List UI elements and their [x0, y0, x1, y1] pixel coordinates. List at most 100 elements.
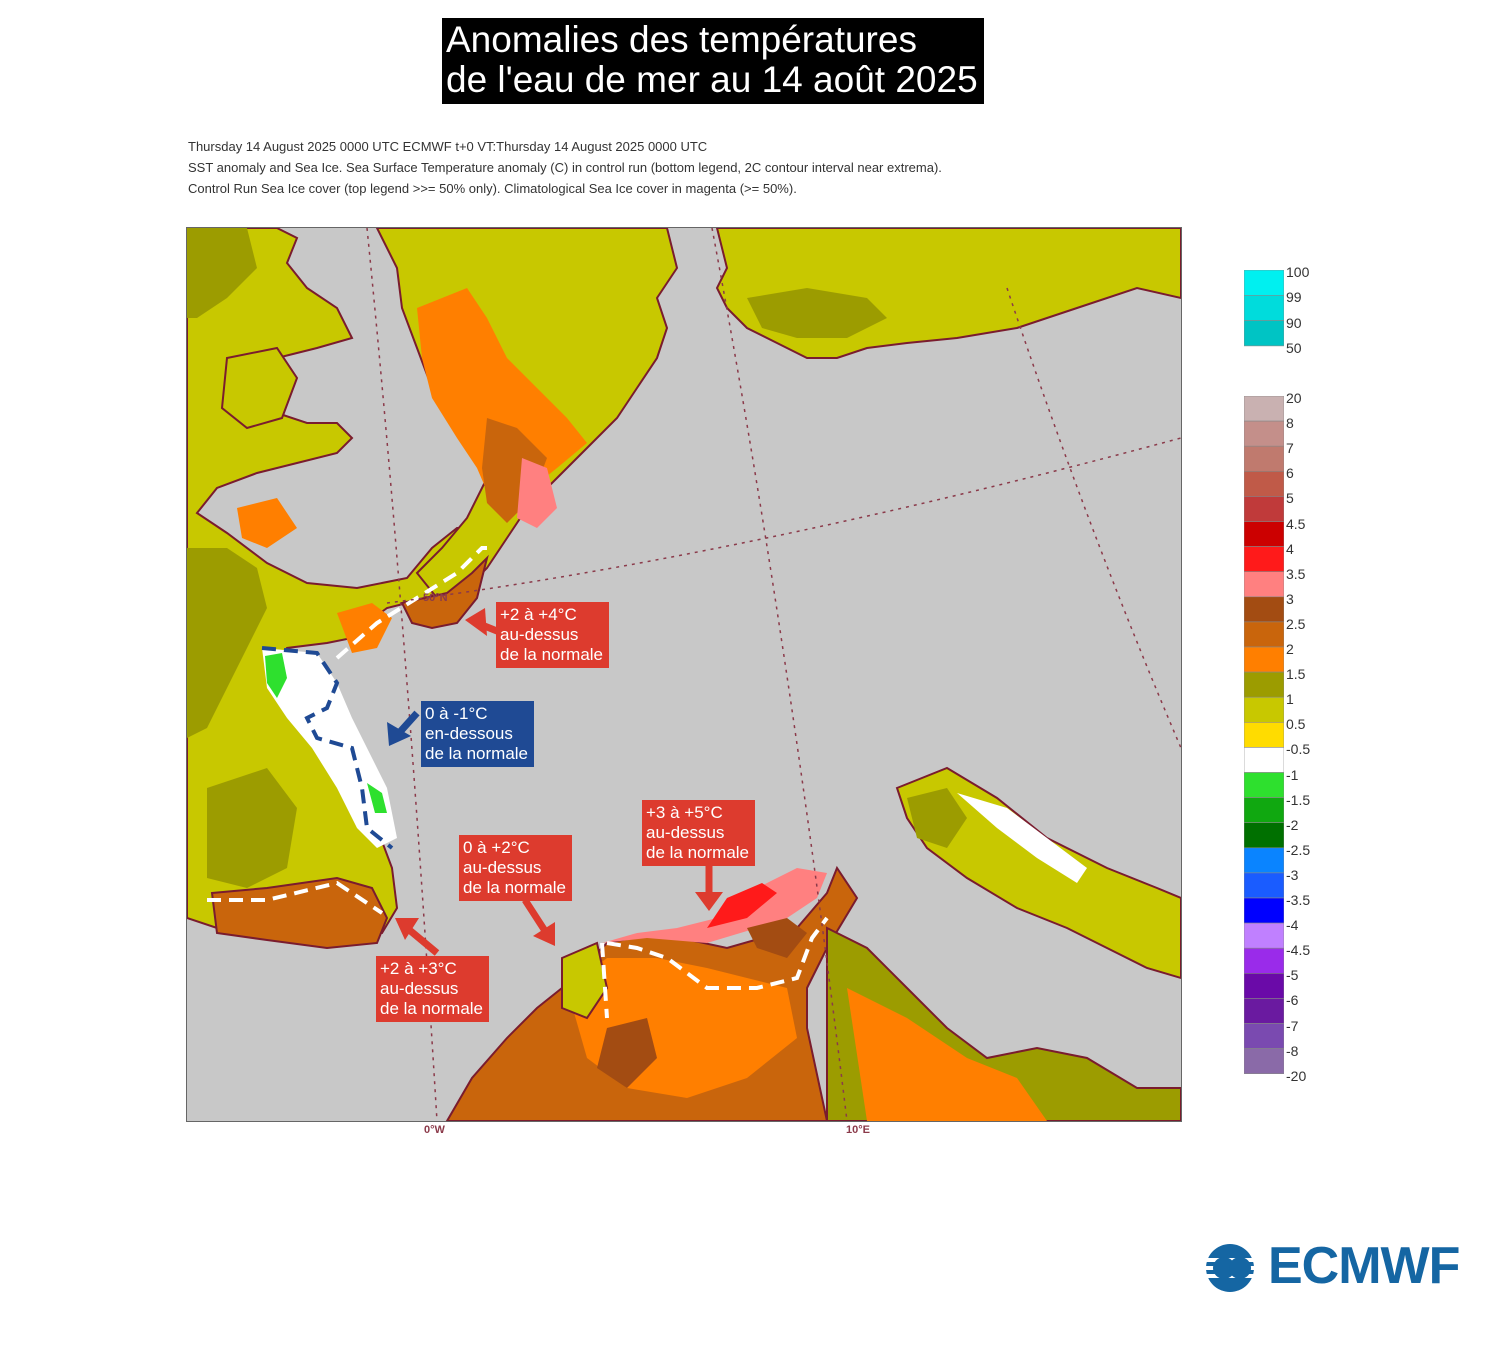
annotation-line: +2 à +3°C [380, 959, 457, 978]
sst-legend [1244, 396, 1284, 1074]
legend-tick-label: 7 [1286, 440, 1294, 457]
legend-tick-label: -6 [1286, 992, 1299, 1009]
annotation-med-west: 0 à +2°C au-dessus de la normale [459, 835, 573, 901]
legend-tick-label: 2.5 [1286, 615, 1306, 632]
legend-swatch [1244, 521, 1284, 547]
legend-tick-label: 100 [1286, 264, 1310, 280]
annotation-line: 0 à +2°C [463, 838, 530, 857]
sea-tyrrhenian-warm [847, 988, 1047, 1121]
legend-swatch [1244, 445, 1284, 472]
graticule-lon-0 [366, 228, 438, 1121]
annotation-line: de la normale [646, 843, 750, 862]
annotation-line: au-dessus [646, 823, 725, 842]
legend-swatch [1244, 396, 1284, 422]
graticule-lon-20 [1006, 287, 1181, 749]
sea-biscay-cool-1 [265, 653, 287, 698]
sea-irish [220, 346, 299, 430]
legend-tick-label: -2.5 [1286, 841, 1311, 858]
annotation-line: au-dessus [463, 858, 542, 877]
legend-tick-label: 3.5 [1286, 565, 1306, 582]
legend-tick-label: -4 [1286, 917, 1299, 934]
arrow-med-west [522, 898, 555, 946]
legend-swatch [1244, 1048, 1284, 1074]
legend-tick-label: -4.5 [1286, 942, 1311, 959]
annotation-cantabrian: +2 à +3°C au-dessus de la normale [376, 956, 490, 1022]
legend-swatch [1244, 747, 1284, 773]
contour-channel [335, 546, 487, 660]
sea-adriatic-warm [907, 788, 967, 848]
legend-swatch [1244, 294, 1284, 321]
contour-med [606, 916, 829, 990]
legend-swatch [1244, 571, 1284, 598]
sea-gulf-lion-hot [707, 883, 777, 928]
sea-balearic [561, 941, 609, 1020]
sea-warm-2 [337, 603, 392, 653]
annotation-line: de la normale [380, 999, 484, 1018]
legend-swatch [1244, 621, 1284, 648]
legend-swatch [1244, 320, 1284, 347]
lon-label-10e: 10°E [846, 1124, 870, 1136]
legend-swatch [1244, 471, 1284, 497]
legend-swatch [1244, 972, 1284, 999]
sea-adriatic-neutral [957, 793, 1087, 883]
legend-swatch [1244, 646, 1284, 673]
legend-tick-label: -2 [1286, 816, 1299, 833]
legend-tick-label: 90 [1286, 314, 1302, 331]
legend-tick-label: -3.5 [1286, 892, 1311, 908]
legend-swatch [1244, 671, 1284, 698]
legend-tick-label: 99 [1286, 289, 1302, 306]
annotation-line: +2 à +4°C [500, 605, 577, 624]
sea-atlantic-mid [187, 548, 267, 738]
legend-swatch [1244, 546, 1284, 573]
legend-swatch [1244, 947, 1284, 974]
legend-tick-label: -8 [1286, 1042, 1299, 1059]
legend-tick-label: -20 [1286, 1067, 1307, 1084]
legend-swatch [1244, 998, 1284, 1024]
legend-swatch [1244, 696, 1284, 723]
legend-swatch [1244, 596, 1284, 623]
sea-med-west-dark [597, 1018, 657, 1088]
ecmwf-logo-text: ECMWF [1268, 1237, 1460, 1295]
sea-baltic-warm [747, 288, 887, 338]
legend-tick-label: 0.5 [1286, 716, 1306, 733]
header-line-2: SST anomaly and Sea Ice. Sea Surface Tem… [188, 160, 942, 175]
sst-anomaly-map: 50°N [186, 227, 1182, 1122]
legend-swatch [1244, 897, 1284, 924]
legend-tick-label: -3 [1286, 866, 1299, 883]
annotation-line: au-dessus [500, 625, 579, 644]
title-line-1: Anomalies des températures [446, 19, 917, 60]
legend-swatch [1244, 772, 1284, 798]
contour-balearic [600, 942, 609, 1019]
legend-tick-label: 4 [1286, 540, 1294, 557]
legend-tick-label: -1 [1286, 766, 1299, 783]
legend-swatch [1244, 496, 1284, 522]
sea-channel-warm [400, 554, 489, 630]
legend-swatch [1244, 797, 1284, 824]
legend-tick-label: 4.5 [1286, 515, 1306, 532]
legend-tick-label: -5 [1286, 967, 1299, 984]
annotation-med-gulf: +3 à +5°C au-dessus de la normale [642, 800, 756, 866]
sea-biscay-cool-2 [367, 783, 387, 813]
annotation-line: en-dessous [425, 724, 513, 743]
annotation-line: +3 à +5°C [646, 803, 723, 822]
lon-label-0w: 0°W [424, 1124, 445, 1136]
annotation-line: de la normale [500, 645, 604, 664]
lat-label-50n: 50°N [423, 592, 448, 604]
legend-tick-label: 2 [1286, 641, 1294, 657]
arrow-biscay [387, 710, 420, 746]
legend-swatch [1244, 270, 1284, 296]
legend-swatch [1244, 872, 1284, 899]
sea-cantabrian [210, 876, 389, 950]
contour-biscay [261, 646, 394, 850]
contour-cantabrian [207, 880, 384, 915]
legend-tick-label: -0.5 [1286, 741, 1311, 758]
title-line-2: de l'eau de mer au 14 août 2025 [446, 59, 978, 100]
annotation-biscay: 0 à -1°C en-dessous de la normale [421, 701, 535, 767]
legend-tick-label: 3 [1286, 590, 1294, 607]
graticule-lon-10 [711, 228, 848, 1121]
annotation-line: 0 à -1°C [425, 704, 488, 723]
annotation-line: au-dessus [380, 979, 459, 998]
sea-atlantic-north [187, 228, 257, 318]
legend-tick-label: 6 [1286, 465, 1294, 482]
arrow-med-gulf [695, 866, 723, 911]
